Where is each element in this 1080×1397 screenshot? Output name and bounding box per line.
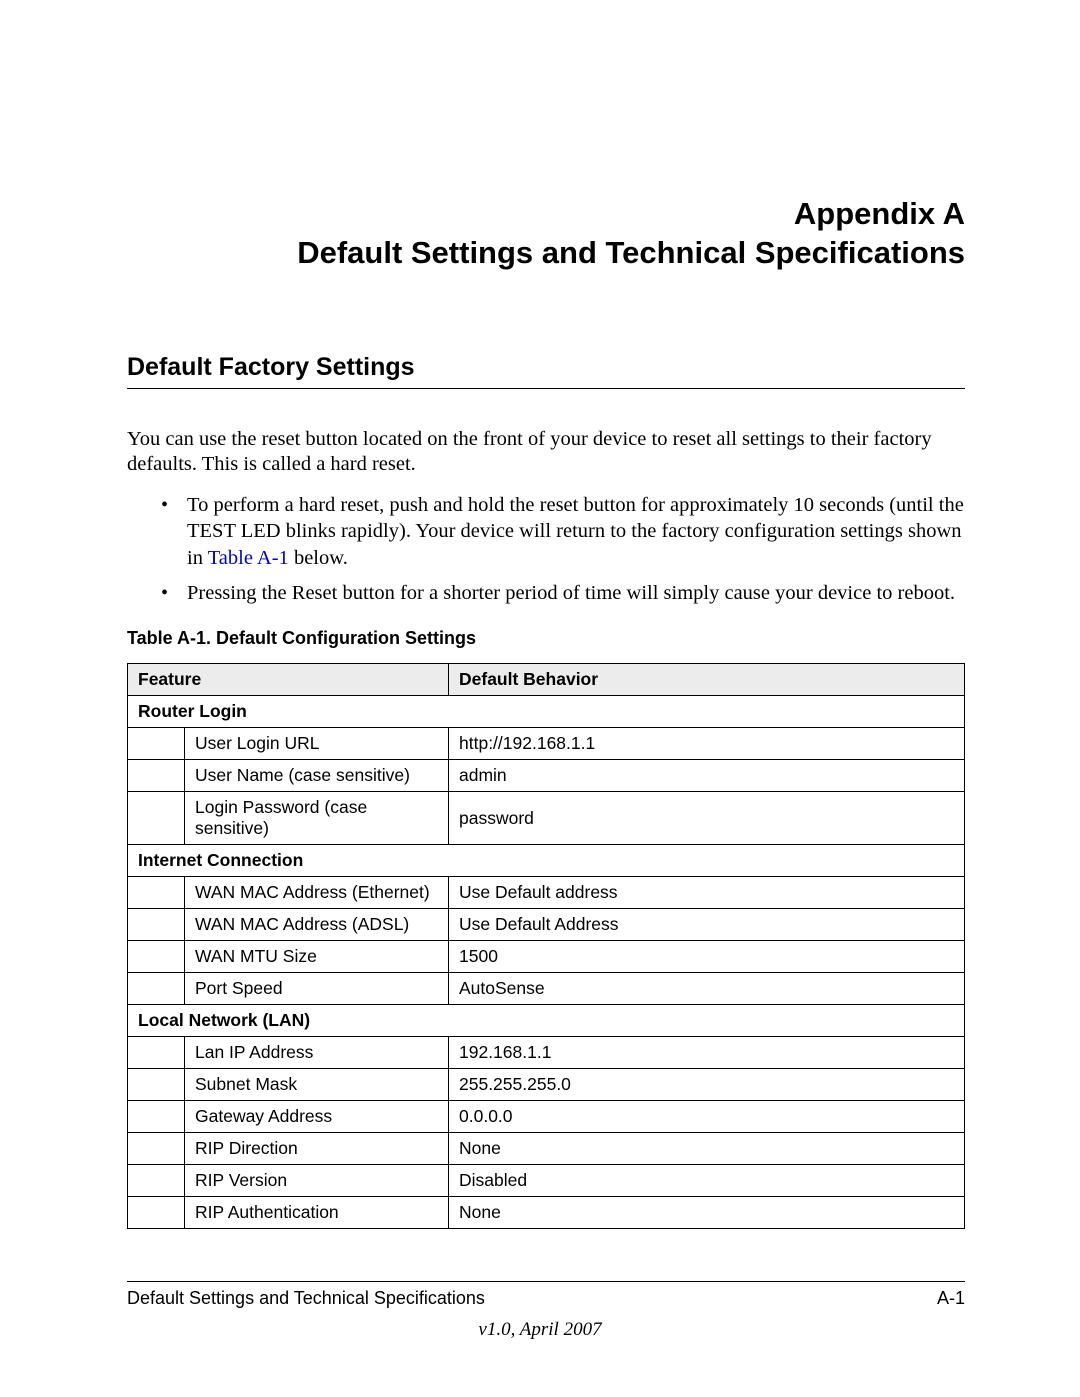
indent-cell [128, 1069, 185, 1101]
value-cell: 192.168.1.1 [449, 1037, 965, 1069]
value-cell: Use Default address [449, 877, 965, 909]
indent-cell [128, 1133, 185, 1165]
table-row: RIP Version Disabled [128, 1165, 965, 1197]
value-cell: Use Default Address [449, 909, 965, 941]
bullet-item-1: To perform a hard reset, push and hold t… [167, 492, 965, 572]
indent-cell [128, 909, 185, 941]
section-header: Router Login [128, 696, 965, 728]
col-feature: Feature [128, 664, 449, 696]
indent-cell [128, 877, 185, 909]
feature-cell: Lan IP Address [185, 1037, 449, 1069]
indent-cell [128, 1101, 185, 1133]
table-row: Subnet Mask 255.255.255.0 [128, 1069, 965, 1101]
feature-cell: Subnet Mask [185, 1069, 449, 1101]
title-line-2: Default Settings and Technical Specifica… [297, 235, 965, 270]
settings-table: Feature Default Behavior Router Login Us… [127, 663, 965, 1229]
bullet-1-text-b: below. [289, 547, 348, 569]
section-heading: Default Factory Settings [127, 353, 965, 389]
feature-cell: RIP Version [185, 1165, 449, 1197]
feature-cell: WAN MAC Address (ADSL) [185, 909, 449, 941]
table-row: User Name (case sensitive) admin [128, 760, 965, 792]
bullet-item-2: Pressing the Reset button for a shorter … [167, 580, 965, 607]
table-row: User Login URL http://192.168.1.1 [128, 728, 965, 760]
value-cell: None [449, 1197, 965, 1229]
table-row: RIP Authentication None [128, 1197, 965, 1229]
footer-left: Default Settings and Technical Specifica… [127, 1288, 485, 1309]
table-row: Gateway Address 0.0.0.0 [128, 1101, 965, 1133]
table-caption: Table A-1. Default Configuration Setting… [127, 628, 965, 649]
indent-cell [128, 1165, 185, 1197]
section-header: Local Network (LAN) [128, 1005, 965, 1037]
table-row: Lan IP Address 192.168.1.1 [128, 1037, 965, 1069]
value-cell: http://192.168.1.1 [449, 728, 965, 760]
feature-cell: Login Password (case sensitive) [185, 792, 449, 845]
value-cell: password [449, 792, 965, 845]
feature-cell: User Login URL [185, 728, 449, 760]
table-row: WAN MAC Address (Ethernet) Use Default a… [128, 877, 965, 909]
feature-cell: Port Speed [185, 973, 449, 1005]
indent-cell [128, 973, 185, 1005]
table-reference-link[interactable]: Table A-1 [208, 547, 289, 569]
indent-cell [128, 792, 185, 845]
value-cell: 255.255.255.0 [449, 1069, 965, 1101]
indent-cell [128, 760, 185, 792]
document-page: Appendix A Default Settings and Technica… [0, 0, 1080, 1397]
version-text: v1.0, April 2007 [0, 1319, 1080, 1341]
bullet-list: To perform a hard reset, push and hold t… [127, 492, 965, 607]
table-section-row: Local Network (LAN) [128, 1005, 965, 1037]
table-row: Login Password (case sensitive) password [128, 792, 965, 845]
col-default-behavior: Default Behavior [449, 664, 965, 696]
value-cell: admin [449, 760, 965, 792]
feature-cell: RIP Authentication [185, 1197, 449, 1229]
value-cell: AutoSense [449, 973, 965, 1005]
table-header-row: Feature Default Behavior [128, 664, 965, 696]
table-row: WAN MTU Size 1500 [128, 941, 965, 973]
intro-paragraph: You can use the reset button located on … [127, 427, 965, 478]
value-cell: 1500 [449, 941, 965, 973]
feature-cell: Gateway Address [185, 1101, 449, 1133]
table-section-row: Router Login [128, 696, 965, 728]
value-cell: Disabled [449, 1165, 965, 1197]
table-row: WAN MAC Address (ADSL) Use Default Addre… [128, 909, 965, 941]
section-header: Internet Connection [128, 845, 965, 877]
feature-cell: RIP Direction [185, 1133, 449, 1165]
table-section-row: Internet Connection [128, 845, 965, 877]
page-title: Appendix A Default Settings and Technica… [127, 195, 965, 273]
value-cell: 0.0.0.0 [449, 1101, 965, 1133]
page-footer: Default Settings and Technical Specifica… [127, 1281, 965, 1309]
indent-cell [128, 728, 185, 760]
indent-cell [128, 1037, 185, 1069]
feature-cell: WAN MAC Address (Ethernet) [185, 877, 449, 909]
indent-cell [128, 941, 185, 973]
feature-cell: WAN MTU Size [185, 941, 449, 973]
footer-right: A-1 [937, 1288, 965, 1309]
title-line-1: Appendix A [794, 196, 965, 231]
table-row: Port Speed AutoSense [128, 973, 965, 1005]
indent-cell [128, 1197, 185, 1229]
value-cell: None [449, 1133, 965, 1165]
feature-cell: User Name (case sensitive) [185, 760, 449, 792]
table-row: RIP Direction None [128, 1133, 965, 1165]
